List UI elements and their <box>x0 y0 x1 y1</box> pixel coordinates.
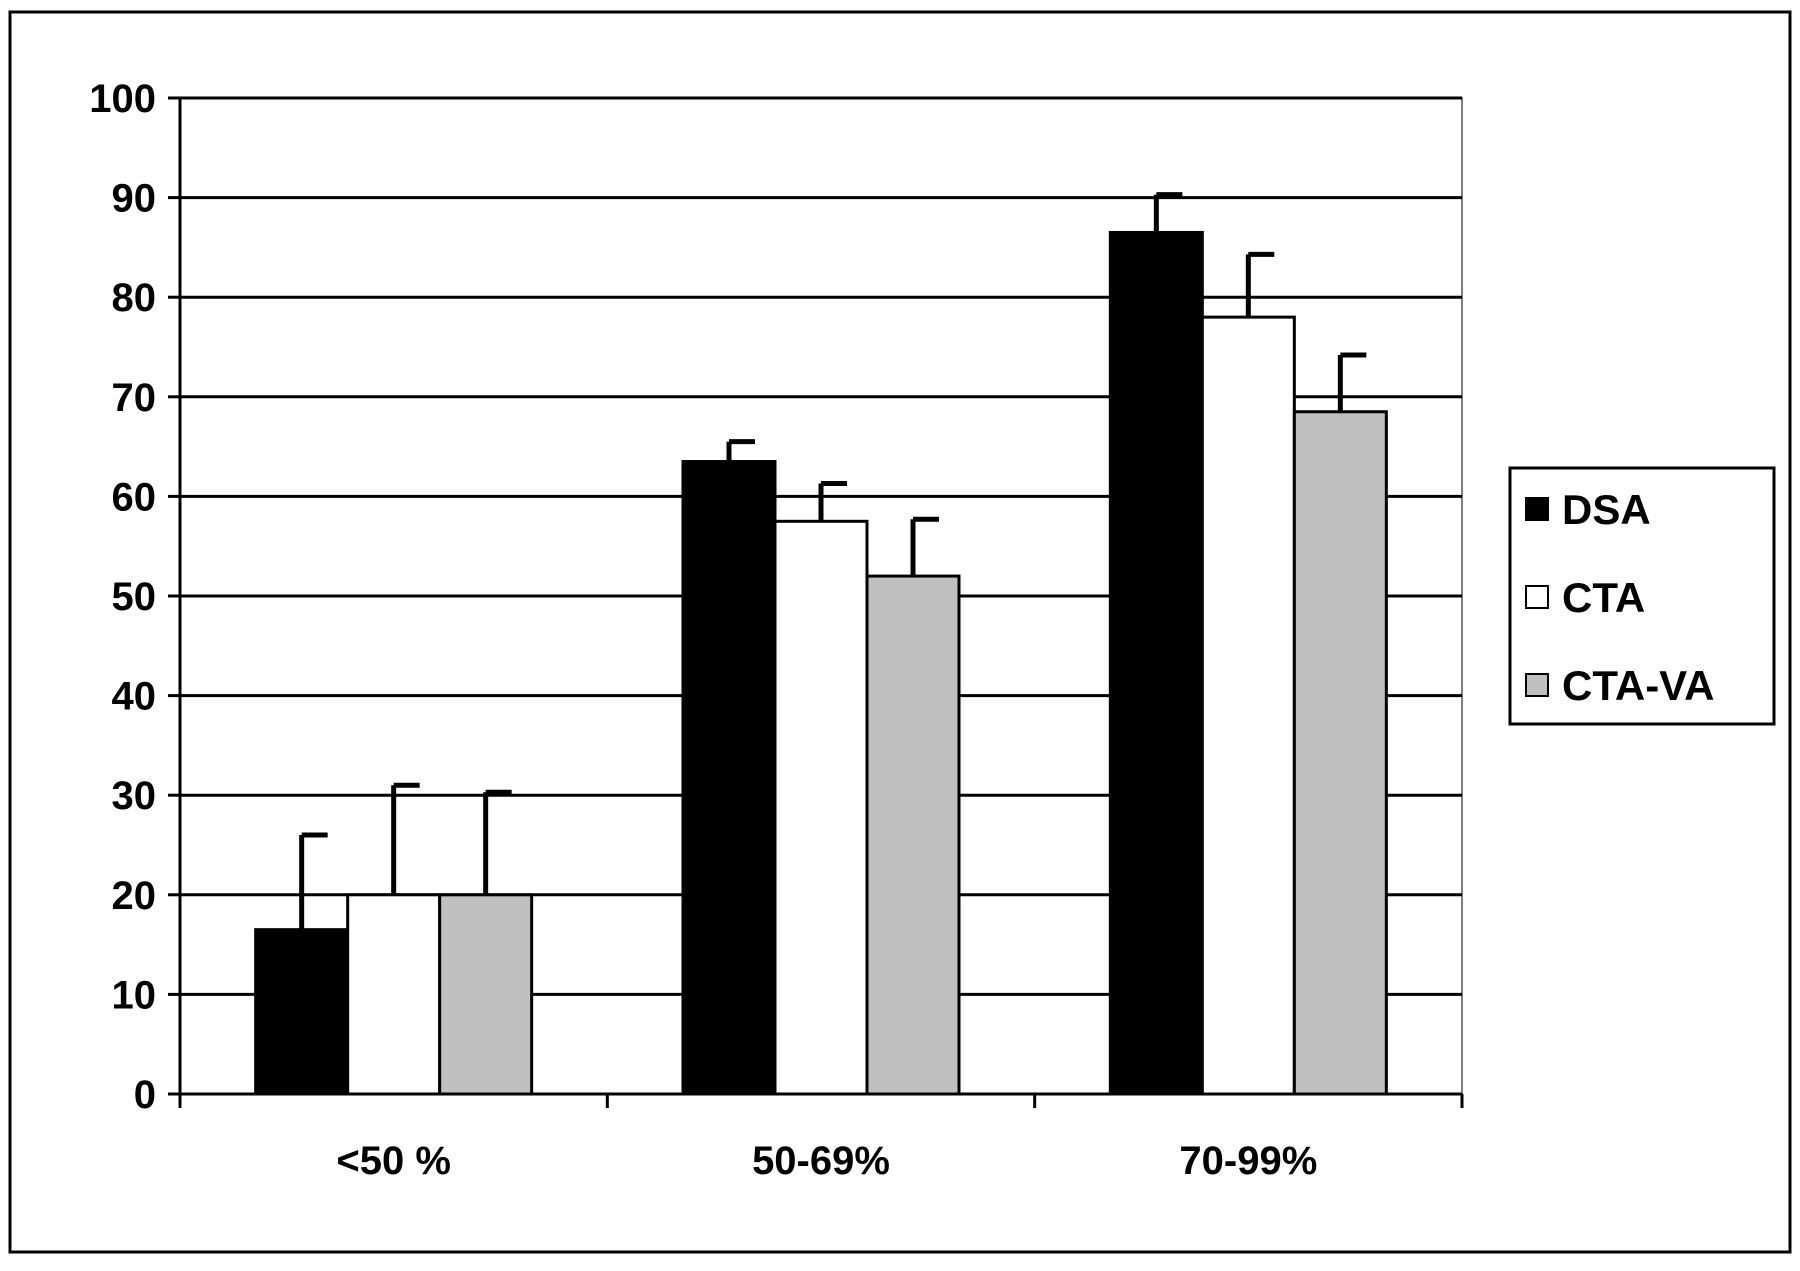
y-tick-label: 100 <box>89 77 156 121</box>
bar-cta-va-2 <box>1292 410 1388 1096</box>
legend-label-cta-va: CTA-VA <box>1562 662 1714 709</box>
y-tick-label: 50 <box>112 575 157 619</box>
bar-dsa-2 <box>1108 230 1204 1096</box>
legend-box <box>1508 466 1776 726</box>
y-tick-label: 30 <box>112 774 157 818</box>
legend-label-dsa: DSA <box>1562 486 1651 533</box>
y-tick-label: 20 <box>112 874 157 918</box>
x-category-label: 50-69% <box>752 1139 890 1183</box>
legend-swatch-cta-va <box>1525 673 1549 697</box>
bar-dsa-0 <box>254 928 350 1096</box>
y-tick-label: 0 <box>134 1073 156 1117</box>
legend-swatch-cta <box>1525 585 1549 609</box>
axes: 0 10 20 30 40 50 60 70 80 90 100 <50 % 50-69% 70-99% <box>89 77 1464 1183</box>
bar-dsa-1 <box>681 460 777 1096</box>
y-tick-label: 40 <box>112 675 157 719</box>
y-tick-label: 60 <box>112 475 157 519</box>
y-tick-label: 70 <box>112 376 157 420</box>
legend: DSA CTA CTA-VA <box>1508 466 1776 726</box>
y-tick-label: 80 <box>112 276 157 320</box>
legend-swatch-dsa <box>1525 497 1549 521</box>
bar-cta-0 <box>346 893 442 1096</box>
legend-label-cta: CTA <box>1562 574 1645 621</box>
y-tick-label: 90 <box>112 177 157 221</box>
bar-cta-va-1 <box>865 574 961 1096</box>
x-category-label: <50 % <box>336 1139 451 1183</box>
bar-cta-va-0 <box>438 893 534 1096</box>
x-category-label: 70-99% <box>1179 1139 1317 1183</box>
bar-cta-2 <box>1200 315 1296 1096</box>
y-tick-label: 10 <box>112 973 157 1017</box>
bar-cta-1 <box>773 519 869 1096</box>
